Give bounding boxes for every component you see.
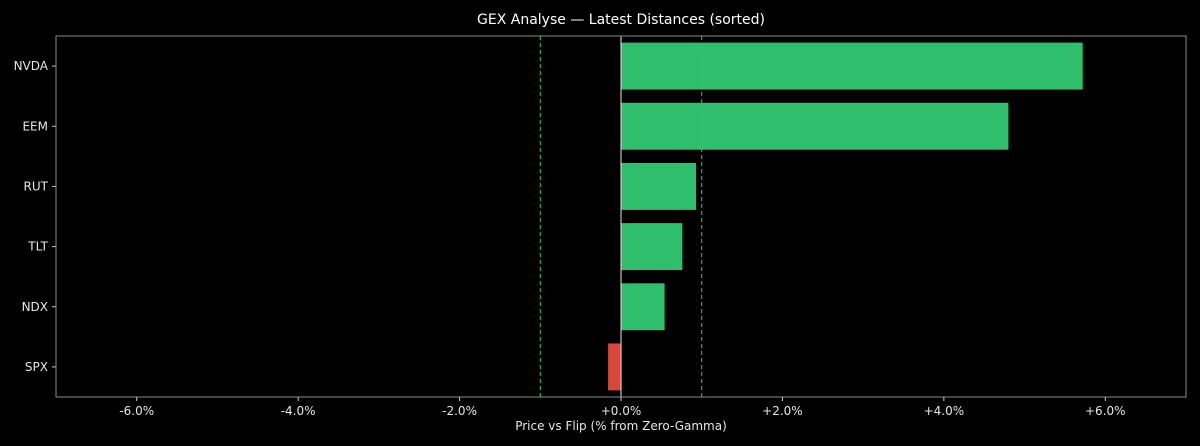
chart-title: GEX Analyse — Latest Distances (sorted) [477, 12, 765, 28]
x-tick-label: +2.0% [762, 404, 803, 418]
x-tick-label: +4.0% [924, 404, 965, 418]
x-tick-label: -6.0% [119, 404, 154, 418]
bar-spx [608, 343, 621, 391]
y-tick-label-eem: EEM [22, 119, 48, 133]
y-tick-label-spx: SPX [25, 360, 48, 374]
y-tick-label-ndx: NDX [22, 300, 48, 314]
bar-eem [621, 102, 1009, 150]
bar-rut [621, 162, 697, 210]
y-tick-label-nvda: NVDA [14, 59, 49, 73]
bar-ndx [621, 283, 665, 331]
x-tick-label: -2.0% [442, 404, 477, 418]
plot-area: NVDA EEM RUT TLT NDX SPX -6.0% -4.0% -2.0% +0.0% +… [14, 35, 1187, 418]
x-axis-label: Price vs Flip (% from Zero-Gamma) [515, 419, 727, 433]
x-tick-label: +0.0% [601, 404, 642, 418]
y-tick-label-rut: RUT [24, 179, 49, 193]
x-tick-label: +6.0% [1085, 404, 1126, 418]
y-tick-label-tlt: TLT [27, 240, 48, 254]
bar-nvda [621, 42, 1083, 90]
bar-tlt [621, 223, 683, 271]
x-tick-label: -4.0% [281, 404, 316, 418]
